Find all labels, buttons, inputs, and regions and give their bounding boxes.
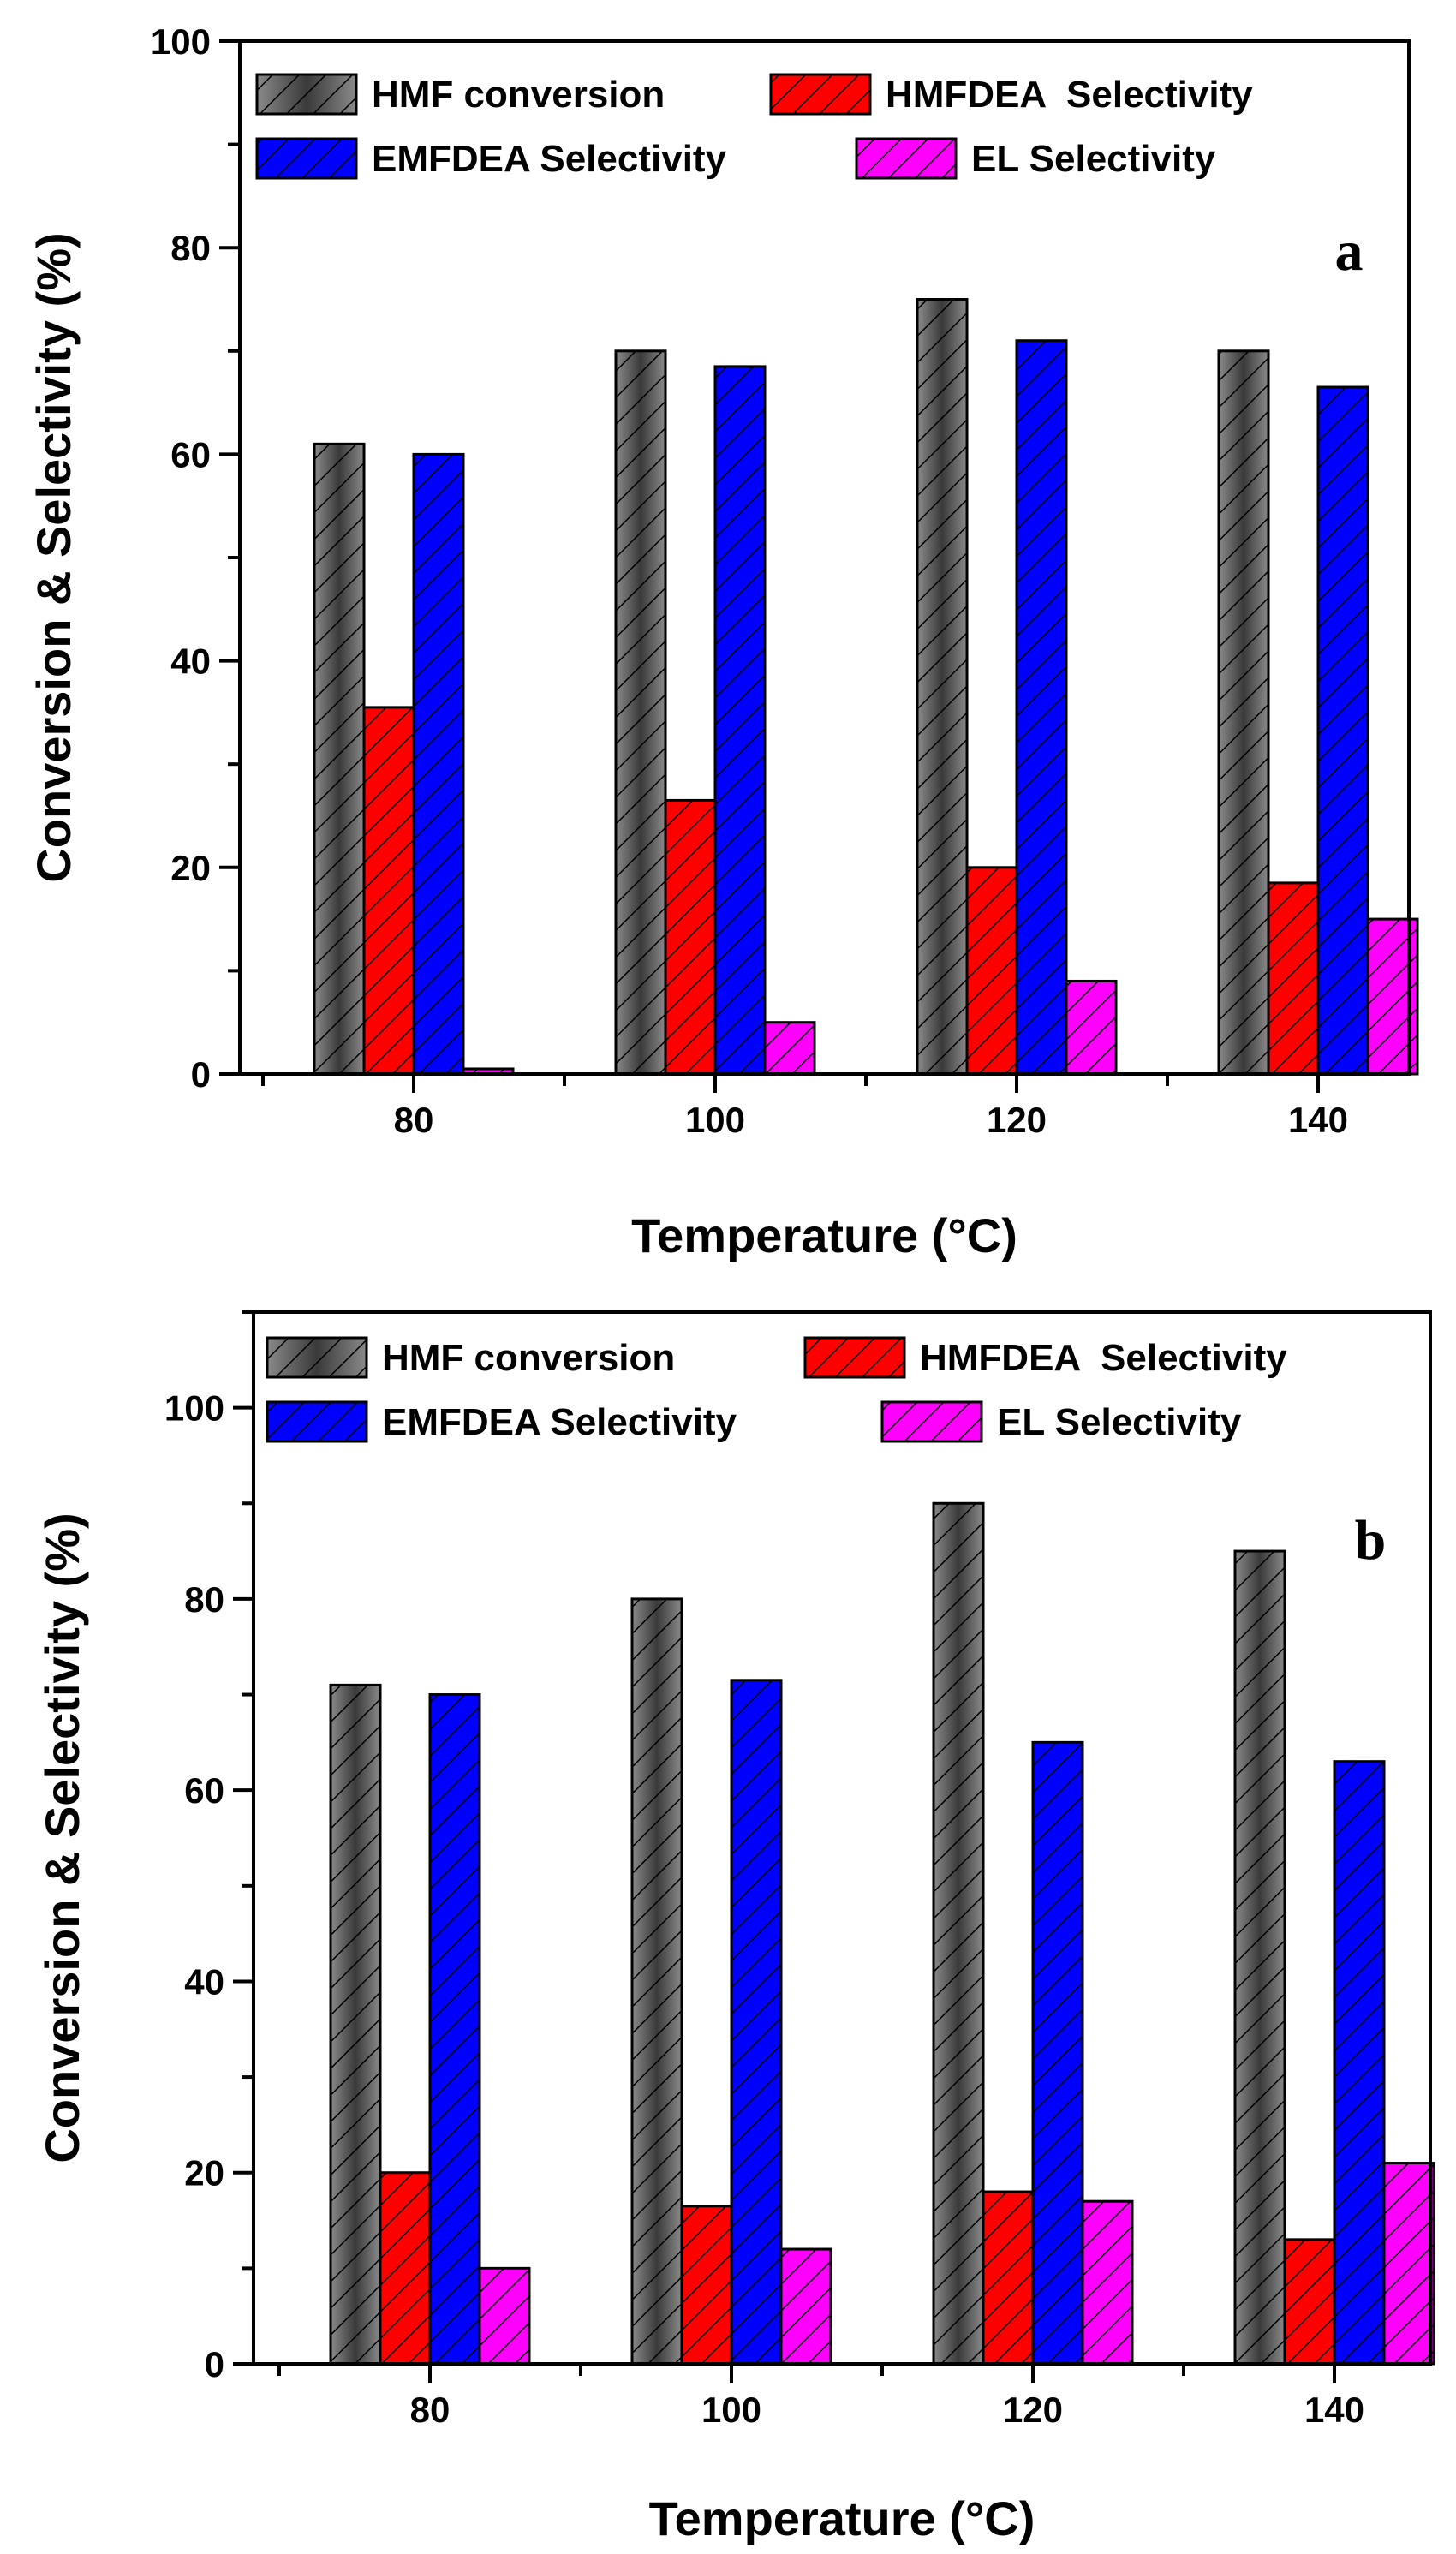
p1-legend-label-2: HMFDEA Selectivity — [886, 74, 1253, 116]
p1-legend-swatch-hatch-3 — [255, 137, 358, 180]
p1-y-tick-label-0: 0 — [191, 1054, 211, 1095]
p2-bar-hatch-4-120 — [1081, 2199, 1134, 2366]
p1-y-tick-label-100: 100 — [151, 21, 211, 62]
p2-bar-hatch-3-140 — [1333, 1760, 1386, 2366]
p2-y-tick-label-80: 80 — [184, 1579, 224, 1620]
p1-x-tick-label-100: 100 — [685, 1100, 745, 1140]
p2-y-tick-label-60: 60 — [184, 1770, 224, 1811]
p1-legend-swatch-hatch-2 — [769, 73, 872, 116]
p2-y-axis-title: Conversion & Selectivity (%) — [35, 1513, 89, 2163]
p2-legend-swatch-hatch-3 — [266, 1400, 368, 1443]
p2-y-tick-label-20: 20 — [184, 2153, 224, 2193]
p1-legend-swatch-hatch-4 — [855, 137, 958, 180]
chart-panel-b: 0 20 40 60 80 100 80 100 120 140 Temperature (°C) C… — [35, 1310, 1435, 2545]
p1-bar-hatch-1-120 — [916, 298, 969, 1076]
p1-bar-hatch-2-120 — [965, 866, 1018, 1076]
p1-bar-hatch-2-100 — [664, 798, 717, 1076]
p2-bar-hatch-3-120 — [1031, 1740, 1084, 2366]
p1-bar-hatch-2-140 — [1267, 881, 1320, 1076]
p1-bar-hatch-3-100 — [713, 365, 767, 1076]
p2-legend-label-4: EL Selectivity — [997, 1401, 1242, 1443]
p2-legend-label-1: HMF conversion — [382, 1337, 675, 1379]
p2-bar-hatch-2-120 — [982, 2190, 1035, 2366]
p1-bar-hatch-2-80 — [362, 706, 415, 1076]
p1-bar-hatch-4-100 — [763, 1021, 816, 1076]
p2-legend-label-3: EMFDEA Selectivity — [382, 1401, 737, 1443]
p2-panel-letter: b — [1355, 1509, 1387, 1572]
p1-x-tick-label-80: 80 — [394, 1100, 434, 1140]
p1-y-tick-label-20: 20 — [170, 848, 211, 888]
p2-legend-swatch-hatch-2 — [803, 1336, 906, 1379]
p2-x-tick-label-100: 100 — [701, 2390, 761, 2430]
p2-bar-hatch-1-120 — [932, 1501, 985, 2366]
p1-bar-hatch-3-140 — [1316, 385, 1369, 1076]
p2-bar-hatch-2-80 — [379, 2171, 432, 2366]
p2-legend-swatch-hatch-1 — [266, 1336, 368, 1379]
p2-bar-hatch-4-80 — [478, 2266, 531, 2366]
p2-bar-hatch-1-80 — [329, 1683, 382, 2366]
p2-bar-hatch-1-100 — [630, 1597, 683, 2366]
p1-x-axis-title: Temperature (°C) — [631, 1208, 1017, 1262]
p2-x-tick-label-120: 120 — [1003, 2390, 1063, 2430]
p2-y-tick-label-100: 100 — [164, 1388, 224, 1429]
p2-bar-hatch-1-140 — [1233, 1549, 1286, 2366]
p1-y-axis-title: Conversion & Selectivity (%) — [27, 232, 81, 882]
p1-bar-hatch-1-100 — [614, 349, 667, 1076]
p1-bar-hatch-3-120 — [1015, 339, 1068, 1076]
chart-panel-a: 0 20 40 60 80 100 80 100 120 140 Temperature (°C) C… — [27, 21, 1419, 1262]
p2-x-tick-label-140: 140 — [1304, 2390, 1364, 2430]
p2-bar-hatch-4-100 — [779, 2247, 832, 2366]
p2-y-tick-label-40: 40 — [184, 1961, 224, 2002]
p2-x-tick-label-80: 80 — [410, 2390, 451, 2430]
p2-x-axis-title: Temperature (°C) — [649, 2491, 1035, 2545]
p1-x-tick-label-120: 120 — [987, 1100, 1047, 1140]
p2-bar-hatch-2-140 — [1283, 2238, 1336, 2366]
p1-legend-label-4: EL Selectivity — [971, 138, 1216, 180]
p1-y-tick-label-80: 80 — [170, 228, 211, 268]
p1-y-tick-label-40: 40 — [170, 641, 211, 682]
p1-y-tick-label-60: 60 — [170, 434, 211, 474]
p1-legend-label-1: HMF conversion — [372, 74, 665, 116]
p1-bar-hatch-1-140 — [1217, 349, 1270, 1076]
p2-bar-hatch-2-100 — [680, 2205, 733, 2366]
p2-legend-swatch-hatch-4 — [880, 1400, 983, 1443]
p1-legend-swatch-hatch-1 — [255, 73, 358, 116]
p2-plot-frame — [252, 1310, 1432, 2366]
p2-bar-hatch-3-100 — [730, 1679, 783, 2366]
p1-x-tick-label-140: 140 — [1288, 1100, 1348, 1140]
p2-legend-label-2: HMFDEA Selectivity — [920, 1337, 1287, 1379]
p2-bar-hatch-3-80 — [428, 1693, 481, 2366]
p1-legend-label-3: EMFDEA Selectivity — [372, 138, 727, 180]
p1-panel-letter: a — [1335, 220, 1364, 283]
p2-y-tick-label-0: 0 — [205, 2344, 224, 2384]
p1-bar-hatch-3-80 — [412, 452, 465, 1076]
p1-bar-hatch-4-120 — [1065, 979, 1118, 1076]
p1-bar-hatch-1-80 — [313, 442, 366, 1076]
p2-bar-hatch-4-140 — [1382, 2162, 1435, 2366]
